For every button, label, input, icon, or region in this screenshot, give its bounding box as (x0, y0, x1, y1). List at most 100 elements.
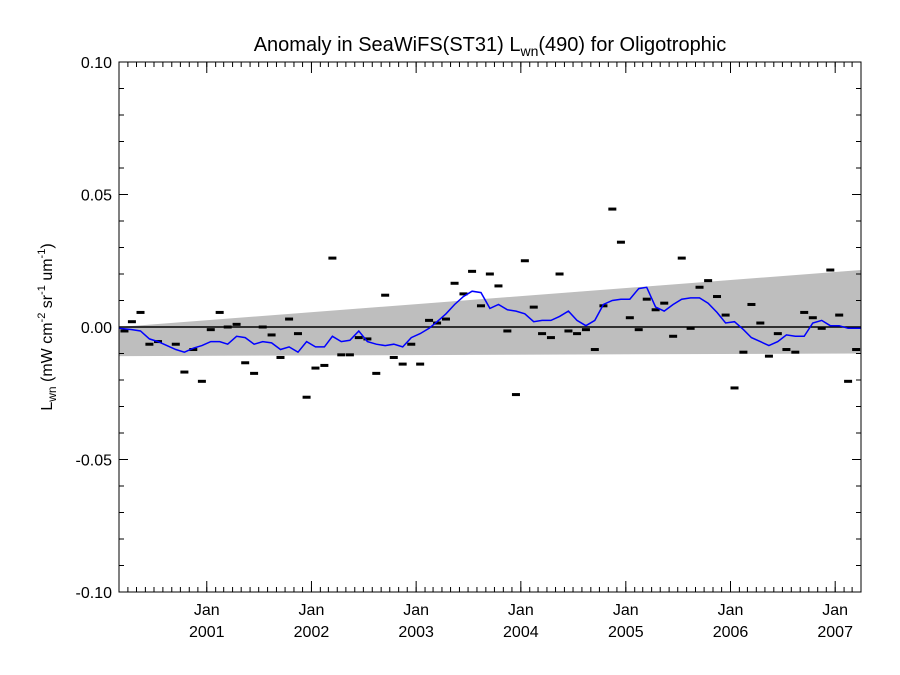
anomaly-point (293, 332, 302, 336)
anomaly-point (459, 292, 468, 296)
x-tick-year: 2001 (189, 624, 225, 641)
anomaly-point (136, 310, 145, 314)
y-axis-label: Lwn (mW cm-2 sr-1 um-1) (36, 243, 59, 410)
chart-title: Anomaly in SeaWiFS(ST31) Lwn(490) for Ol… (254, 34, 727, 59)
anomaly-point (844, 379, 853, 383)
x-tick-year: 2006 (713, 624, 749, 641)
anomaly-point (206, 328, 215, 332)
anomaly-point (197, 379, 206, 383)
anomaly-point (520, 259, 529, 263)
anomaly-point (425, 318, 434, 322)
anomaly-point (180, 370, 189, 374)
x-tick-year: 2004 (503, 624, 539, 641)
anomaly-point (503, 329, 512, 333)
anomaly-point (485, 272, 494, 276)
x-tick-month: Jan (403, 602, 429, 619)
x-tick-year: 2002 (294, 624, 330, 641)
anomaly-point (713, 295, 722, 299)
anomaly-point (171, 342, 180, 346)
anomaly-point (120, 329, 129, 333)
anomaly-point (660, 301, 669, 305)
x-tick-month: Jan (299, 602, 325, 619)
anomaly-point (511, 393, 520, 397)
anomaly-point (739, 350, 748, 354)
anomaly-point (651, 308, 660, 312)
anomaly-point (686, 326, 695, 330)
plot-area: -0.10 -0.05 0.00 0.05 0.10 Jan 2001 Jan 2002 Jan 2… (76, 55, 862, 641)
anomaly-point (590, 348, 599, 352)
anomaly-point (608, 207, 617, 211)
anomaly-point (782, 348, 791, 352)
anomaly-point (389, 355, 398, 359)
anomaly-point (276, 355, 285, 359)
anomaly-point (756, 321, 765, 325)
anomaly-point (852, 348, 861, 352)
anomaly-point (337, 353, 346, 357)
x-tick-month: Jan (822, 602, 848, 619)
anomaly-point (127, 320, 136, 324)
anomaly-point (730, 386, 739, 390)
anomaly-point (468, 269, 477, 273)
anomaly-point (529, 305, 538, 309)
anomaly-point (476, 304, 485, 308)
running-mean-line (118, 286, 861, 354)
anomaly-point (241, 361, 250, 365)
anomaly-point (189, 348, 198, 352)
y-tick-label: -0.10 (76, 585, 113, 602)
anomaly-point (704, 279, 713, 283)
x-tick-month: Jan (718, 602, 744, 619)
anomaly-point (407, 342, 416, 346)
anomaly-point (285, 317, 294, 321)
anomaly-point (764, 354, 773, 358)
anomaly-point (372, 371, 381, 375)
anomaly-point (311, 366, 320, 370)
x-tick-month: Jan (613, 602, 639, 619)
anomaly-point (267, 333, 276, 337)
anomaly-point (416, 362, 425, 366)
x-tick-year: 2007 (817, 624, 853, 641)
anomaly-point (555, 272, 564, 276)
x-tick-year: 2003 (398, 624, 434, 641)
y-tick-label: 0.05 (81, 188, 112, 205)
anomaly-point (258, 325, 267, 329)
anomaly-point (223, 325, 232, 329)
anomaly-point (538, 332, 547, 336)
anomaly-point (677, 256, 686, 260)
anomaly-point (232, 322, 241, 326)
x-tick-month: Jan (508, 602, 534, 619)
anomaly-point (363, 337, 372, 341)
anomaly-point (835, 313, 844, 317)
x-tick-year: 2005 (608, 624, 644, 641)
y-tick-label: 0.00 (81, 320, 112, 337)
anomaly-point (328, 256, 337, 260)
anomaly-point (721, 313, 730, 317)
anomaly-point (573, 332, 582, 336)
anomaly-point (145, 342, 154, 346)
anomaly-point (302, 395, 311, 399)
y-tick-label: 0.10 (81, 55, 112, 72)
anomaly-point (345, 353, 354, 357)
x-tick-month: Jan (194, 602, 220, 619)
anomaly-point (791, 350, 800, 354)
anomaly-point (564, 329, 573, 333)
anomaly-point (817, 326, 826, 330)
anomaly-point (695, 285, 704, 289)
anomaly-point (747, 302, 756, 306)
anomaly-point (800, 310, 809, 314)
anomaly-point (669, 334, 678, 338)
anomaly-point (494, 284, 503, 288)
anomaly-point (320, 363, 329, 367)
anomaly-point (433, 321, 442, 325)
anomaly-point (381, 293, 390, 297)
anomaly-point (642, 297, 651, 301)
anomaly-point (441, 317, 450, 321)
anomaly-point (616, 240, 625, 244)
anomaly-point (581, 328, 590, 332)
anomaly-point (808, 316, 817, 320)
y-tick-label: -0.05 (76, 453, 113, 470)
anomaly-point (398, 362, 407, 366)
uncertainty-band (119, 270, 861, 357)
anomaly-point (546, 336, 555, 340)
anomaly-point (215, 310, 224, 314)
